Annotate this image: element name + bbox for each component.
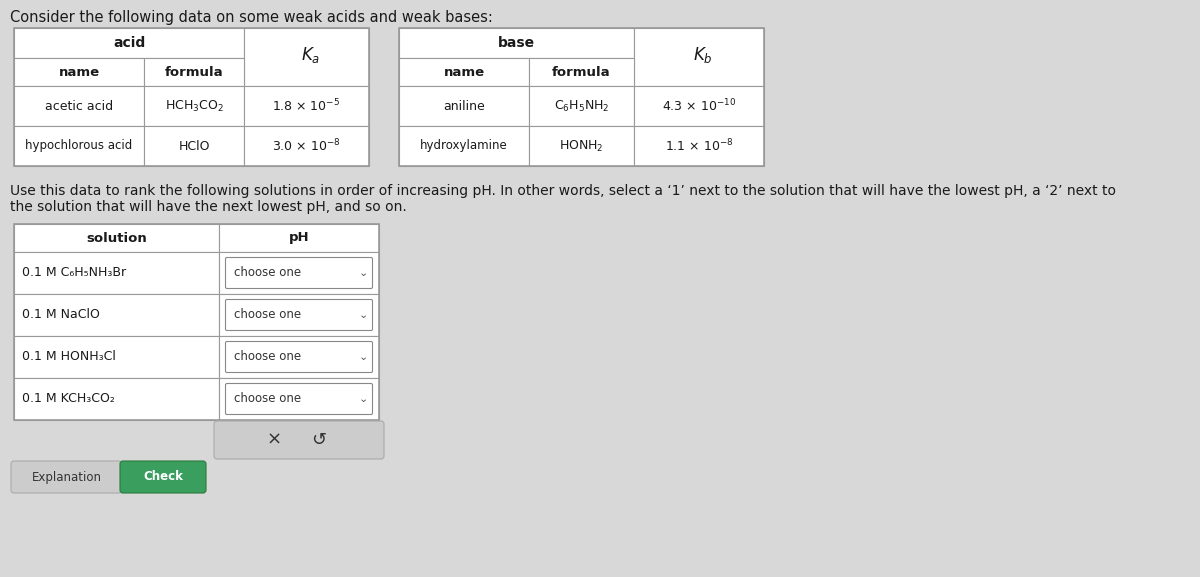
Text: 3.0 $\times$ 10$^{-8}$: 3.0 $\times$ 10$^{-8}$ xyxy=(272,138,341,154)
Text: choose one: choose one xyxy=(234,350,301,364)
Text: $K_b$: $K_b$ xyxy=(694,45,713,65)
Bar xyxy=(14,58,144,86)
Text: acetic acid: acetic acid xyxy=(44,99,113,113)
Text: Check: Check xyxy=(143,470,182,484)
Text: choose one: choose one xyxy=(234,267,301,279)
Bar xyxy=(14,378,220,420)
Bar xyxy=(398,58,529,86)
FancyBboxPatch shape xyxy=(226,299,372,331)
FancyBboxPatch shape xyxy=(226,257,372,288)
Bar xyxy=(14,336,220,378)
FancyBboxPatch shape xyxy=(11,461,122,493)
Text: HClO: HClO xyxy=(179,140,210,152)
Bar xyxy=(634,28,764,86)
Text: Use this data to rank the following solutions in order of increasing pH. In othe: Use this data to rank the following solu… xyxy=(10,184,1116,198)
Bar xyxy=(634,86,764,126)
Text: ⌄: ⌄ xyxy=(359,268,367,278)
Text: base: base xyxy=(498,36,535,50)
Bar xyxy=(398,86,529,126)
FancyBboxPatch shape xyxy=(214,421,384,459)
Bar xyxy=(529,58,634,86)
Text: name: name xyxy=(444,66,485,78)
Text: HCH$_3$CO$_2$: HCH$_3$CO$_2$ xyxy=(164,99,223,114)
Bar xyxy=(529,126,634,166)
Bar xyxy=(144,86,244,126)
Text: ⌄: ⌄ xyxy=(359,310,367,320)
Bar xyxy=(14,294,220,336)
Text: Consider the following data on some weak acids and weak bases:: Consider the following data on some weak… xyxy=(10,10,493,25)
Text: 0.1 M NaClO: 0.1 M NaClO xyxy=(22,309,100,321)
Bar xyxy=(529,86,634,126)
Text: 4.3 $\times$ 10$^{-10}$: 4.3 $\times$ 10$^{-10}$ xyxy=(662,98,736,114)
FancyBboxPatch shape xyxy=(226,384,372,414)
Text: formula: formula xyxy=(164,66,223,78)
Text: 0.1 M HONH₃Cl: 0.1 M HONH₃Cl xyxy=(22,350,116,364)
Bar xyxy=(398,28,634,58)
Text: aniline: aniline xyxy=(443,99,485,113)
Bar xyxy=(398,28,764,166)
Text: 0.1 M C₆H₅NH₃Br: 0.1 M C₆H₅NH₃Br xyxy=(22,267,126,279)
FancyBboxPatch shape xyxy=(120,461,206,493)
Text: ×: × xyxy=(266,431,282,449)
Text: acid: acid xyxy=(113,36,145,50)
Text: hypochlorous acid: hypochlorous acid xyxy=(25,140,133,152)
Text: 0.1 M KCH₃CO₂: 0.1 M KCH₃CO₂ xyxy=(22,392,115,406)
Bar xyxy=(220,378,379,420)
Text: $K_a$: $K_a$ xyxy=(301,45,320,65)
Bar xyxy=(14,126,144,166)
Text: ⌄: ⌄ xyxy=(359,352,367,362)
Bar xyxy=(634,126,764,166)
Bar xyxy=(398,126,529,166)
Bar xyxy=(244,86,370,126)
Text: 1.8 $\times$ 10$^{-5}$: 1.8 $\times$ 10$^{-5}$ xyxy=(272,98,341,114)
Bar xyxy=(14,86,144,126)
Bar xyxy=(14,28,244,58)
Bar xyxy=(220,252,379,294)
Text: ⌄: ⌄ xyxy=(359,394,367,404)
Text: choose one: choose one xyxy=(234,392,301,406)
Bar xyxy=(14,224,379,420)
Bar xyxy=(144,126,244,166)
Bar xyxy=(14,224,220,252)
Text: solution: solution xyxy=(86,231,146,245)
Bar xyxy=(244,28,370,86)
Text: HONH$_2$: HONH$_2$ xyxy=(559,138,604,153)
FancyBboxPatch shape xyxy=(226,342,372,373)
Text: C$_6$H$_5$NH$_2$: C$_6$H$_5$NH$_2$ xyxy=(554,99,610,114)
Bar xyxy=(14,252,220,294)
Bar xyxy=(144,58,244,86)
Bar xyxy=(244,126,370,166)
Text: name: name xyxy=(59,66,100,78)
Bar xyxy=(220,294,379,336)
Text: choose one: choose one xyxy=(234,309,301,321)
Bar xyxy=(220,336,379,378)
Text: formula: formula xyxy=(552,66,611,78)
Text: ↺: ↺ xyxy=(311,431,326,449)
Text: 1.1 $\times$ 10$^{-8}$: 1.1 $\times$ 10$^{-8}$ xyxy=(665,138,733,154)
Bar xyxy=(220,224,379,252)
Text: Explanation: Explanation xyxy=(31,470,102,484)
Text: pH: pH xyxy=(289,231,310,245)
Text: hydroxylamine: hydroxylamine xyxy=(420,140,508,152)
Bar xyxy=(14,28,370,166)
Text: the solution that will have the next lowest pH, and so on.: the solution that will have the next low… xyxy=(10,200,407,214)
